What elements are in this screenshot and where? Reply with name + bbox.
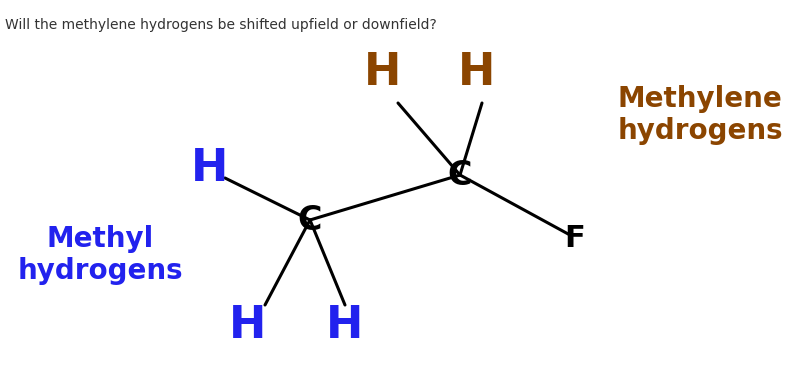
Text: C: C	[298, 203, 322, 237]
Text: F: F	[564, 224, 585, 252]
Text: H: H	[326, 303, 363, 347]
Text: Methyl
hydrogens: Methyl hydrogens	[17, 225, 183, 285]
Text: H: H	[458, 51, 495, 93]
Text: H: H	[364, 51, 401, 93]
Text: Methylene
hydrogens: Methylene hydrogens	[617, 85, 782, 145]
Text: Will the methylene hydrogens be shifted upfield or downfield?: Will the methylene hydrogens be shifted …	[5, 18, 436, 32]
Text: H: H	[191, 147, 229, 189]
Text: H: H	[229, 303, 266, 347]
Text: C: C	[448, 158, 472, 191]
